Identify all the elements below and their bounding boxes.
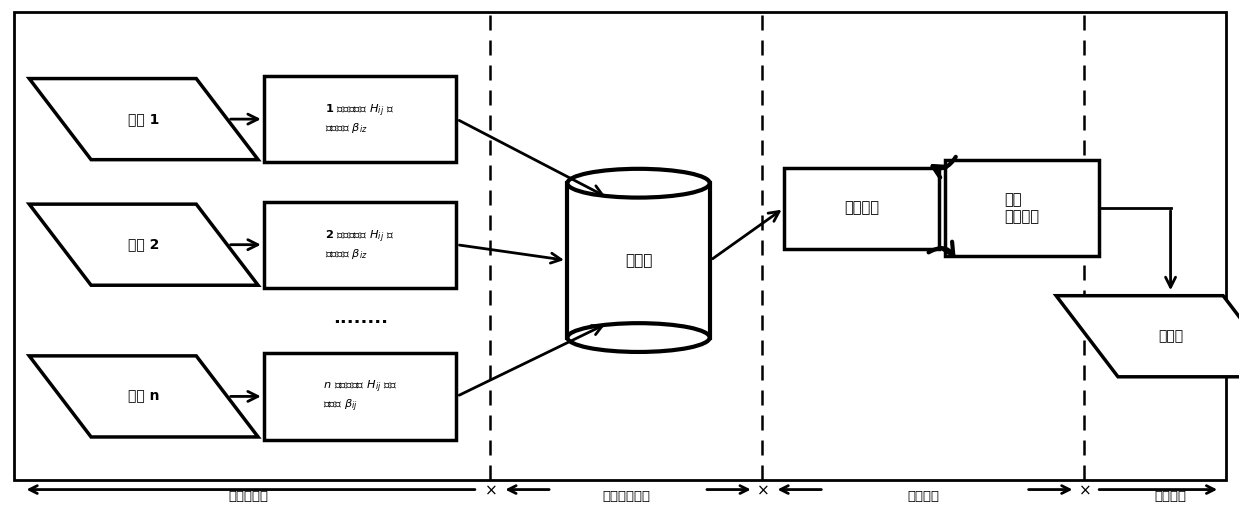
- Text: 1 道道的输入 $H_{ij}$ 和
加权信息 $\beta_{iz}$: 1 道道的输入 $H_{ij}$ 和 加权信息 $\beta_{iz}$: [325, 103, 394, 135]
- FancyBboxPatch shape: [264, 201, 456, 288]
- Text: 融合池中融合: 融合池中融合: [603, 490, 650, 503]
- Text: 2 道道的输入 $H_{ij}$ 和
加权信息 $\beta_{iz}$: 2 道道的输入 $H_{ij}$ 和 加权信息 $\beta_{iz}$: [325, 228, 394, 261]
- Text: 原图 1: 原图 1: [128, 112, 160, 126]
- Text: $\times$: $\times$: [484, 482, 496, 497]
- Ellipse shape: [568, 169, 709, 198]
- Text: 融合池: 融合池: [625, 253, 652, 268]
- Text: $\times$: $\times$: [1078, 482, 1090, 497]
- Polygon shape: [30, 356, 258, 437]
- Polygon shape: [568, 183, 709, 338]
- FancyBboxPatch shape: [264, 353, 456, 440]
- Text: 各通道运算: 各通道运算: [229, 490, 269, 503]
- Text: $n$ 道道的输入 $H_{ij}$ 和加
权信息 $\beta_{ij}$: $n$ 道道的输入 $H_{ij}$ 和加 权信息 $\beta_{ij}$: [322, 379, 397, 414]
- Text: $\times$: $\times$: [756, 482, 769, 497]
- Text: 图像生成: 图像生成: [1154, 490, 1187, 503]
- FancyBboxPatch shape: [264, 76, 456, 163]
- Ellipse shape: [568, 323, 709, 352]
- Text: 原图 2: 原图 2: [128, 238, 160, 251]
- Text: 脉冲产生: 脉冲产生: [843, 200, 879, 216]
- Polygon shape: [30, 204, 258, 285]
- Polygon shape: [30, 78, 258, 160]
- FancyBboxPatch shape: [945, 160, 1100, 257]
- Text: 脉冲点火: 脉冲点火: [908, 490, 939, 503]
- Text: 迭代
点火过程: 迭代 点火过程: [1004, 192, 1039, 224]
- FancyBboxPatch shape: [784, 167, 939, 249]
- Text: ........: ........: [332, 309, 388, 327]
- Polygon shape: [1056, 296, 1240, 377]
- Text: 融合图: 融合图: [1158, 329, 1183, 343]
- Text: 原图 n: 原图 n: [128, 389, 160, 403]
